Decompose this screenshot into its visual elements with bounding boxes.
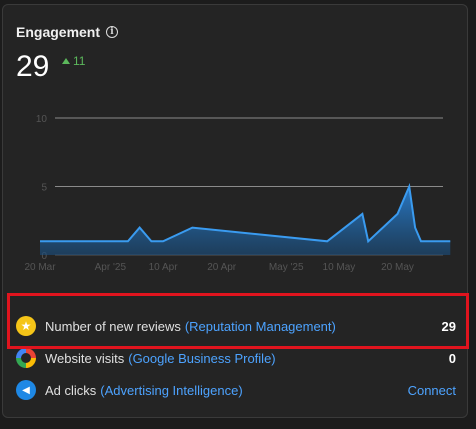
metric-label: Number of new reviews <box>45 318 181 334</box>
megaphone-icon: ◀ <box>16 380 36 400</box>
x-tick-label: 20 Mar <box>24 262 56 273</box>
x-tick-label: Apr '25 <box>95 262 127 273</box>
x-tick-label: May '25 <box>269 262 304 273</box>
x-tick-label: 10 May <box>323 262 356 273</box>
engagement-chart: 0 5 10 20 Mar Apr '25 10 Apr 20 Apr May '25 10 M… <box>24 114 451 273</box>
delta-value: 11 <box>73 54 86 68</box>
advertising-intelligence-link[interactable]: (Advertising Intelligence) <box>100 382 243 398</box>
card-header: Engagement i <box>16 24 119 40</box>
google-icon <box>16 348 36 368</box>
x-tick-label: 10 Apr <box>149 262 179 273</box>
google-business-profile-link[interactable]: (Google Business Profile) <box>128 350 276 366</box>
star-icon: ★ <box>16 316 36 336</box>
engagement-delta: 11 <box>62 54 85 68</box>
area-series <box>40 186 451 255</box>
engagement-card <box>2 4 468 418</box>
metric-value: 29 <box>441 318 456 334</box>
y-tick-label: 10 <box>36 114 48 125</box>
metric-label: Website visits <box>45 350 125 366</box>
metric-new-reviews: ★ Number of new reviews (Reputation Mana… <box>16 310 456 342</box>
card-title: Engagement <box>16 24 101 40</box>
metric-label: Ad clicks <box>45 382 97 398</box>
metric-value: 0 <box>448 350 456 366</box>
y-tick-label: 0 <box>41 251 47 262</box>
x-tick-label: 20 Apr <box>207 262 237 273</box>
engagement-total: 29 <box>16 50 50 83</box>
up-arrow-icon <box>62 58 70 64</box>
metric-ad-clicks: ◀ Ad clicks (Advertising Intelligence) C… <box>16 374 456 406</box>
x-tick-label: 20 May <box>381 262 414 273</box>
connect-link[interactable]: Connect <box>407 382 456 398</box>
reputation-management-link[interactable]: (Reputation Management) <box>184 318 336 334</box>
info-icon[interactable]: i <box>106 26 119 38</box>
y-tick-label: 5 <box>41 183 47 194</box>
series-line <box>40 182 451 244</box>
metric-website-visits: Website visits (Google Business Profile)… <box>16 342 456 374</box>
metrics-list: ★ Number of new reviews (Reputation Mana… <box>16 310 456 406</box>
